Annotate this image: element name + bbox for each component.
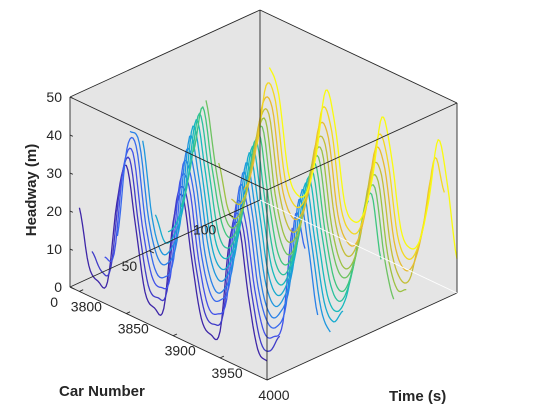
z-tick-label-10: 10 — [46, 241, 62, 257]
x-tick-label-4000: 4000 — [258, 387, 289, 403]
x-axis-label: Time (s) — [389, 388, 446, 405]
axes-edge-7 — [69, 9, 261, 98]
axes-edge-9 — [259, 9, 458, 104]
series-lines — [78, 67, 458, 362]
z-tick-mark-0 — [69, 286, 74, 289]
y-tick-label-0: 0 — [50, 294, 58, 310]
x-tick-mark-3800 — [79, 289, 84, 292]
series-line-car-48 — [154, 125, 344, 323]
series-line-car-72 — [192, 106, 382, 293]
floor-pane — [70, 200, 457, 380]
axis-ticks: 3800 3850 3900 3950 4000 0 50 100 0 10 20 30 40 50 — [46, 89, 289, 403]
x-tick-mark-4000 — [266, 377, 271, 381]
axes-edge-3 — [266, 292, 458, 381]
series-line-car-112 — [256, 82, 445, 260]
axes-edge-8 — [266, 102, 458, 191]
series-line-car-56 — [167, 119, 357, 313]
left-back-pane — [70, 10, 260, 287]
x-tick-label-3850: 3850 — [118, 321, 149, 337]
axes-edge-6 — [69, 96, 268, 191]
y-tick-label-100: 100 — [193, 222, 217, 238]
z-tick-label-30: 30 — [46, 165, 62, 181]
z-tick-label-0: 0 — [54, 279, 62, 295]
y-tick-label-50: 50 — [122, 258, 138, 274]
x-tick-label-3950: 3950 — [212, 365, 243, 381]
z-axis-label: Headway (m) — [23, 144, 40, 237]
z-tick-mark-50 — [69, 96, 74, 99]
x-tick-label-3900: 3900 — [165, 343, 196, 359]
y-tick-mark-100 — [228, 214, 234, 218]
z-tick-label-50: 50 — [46, 89, 62, 105]
z-tick-mark-10 — [69, 248, 74, 251]
axes-edge-11 — [259, 199, 458, 294]
series-line-car-32 — [129, 130, 319, 319]
axes-edge-0 — [69, 286, 268, 381]
series-line-car-96 — [231, 108, 420, 284]
series-line-car-24 — [116, 136, 306, 329]
z-tick-label-40: 40 — [46, 127, 62, 143]
x-tick-mark-3950 — [219, 355, 225, 359]
y-axis-label: Car Number — [59, 383, 145, 400]
series-line-car-104 — [243, 96, 433, 272]
x-tick-label-3800: 3800 — [71, 298, 102, 314]
z-tick-mark-40 — [69, 134, 74, 137]
series-line-car-120 — [268, 67, 458, 259]
series-line-car-16 — [104, 147, 293, 339]
y-tick-mark-50 — [148, 250, 155, 254]
z-tick-label-20: 20 — [46, 203, 62, 219]
z-tick-mark-30 — [69, 172, 74, 175]
z-tick-mark-20 — [69, 210, 74, 213]
series-line-car-64 — [180, 112, 369, 302]
x-tick-mark-3900 — [173, 333, 178, 337]
x-tick-mark-3850 — [126, 311, 131, 314]
axes-box — [69, 9, 458, 381]
